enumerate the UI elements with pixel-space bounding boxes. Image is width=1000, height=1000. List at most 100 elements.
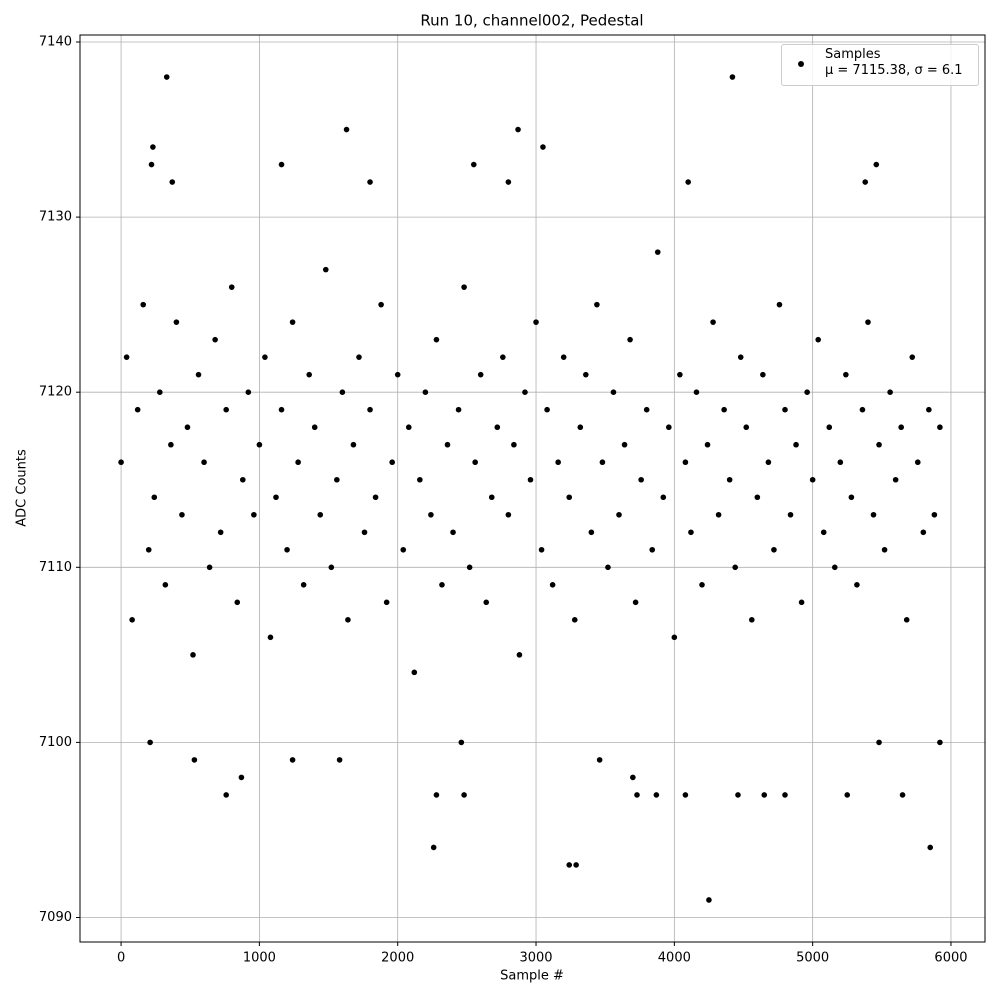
- data-point: [322, 266, 329, 273]
- data-point: [743, 424, 750, 431]
- data-point: [378, 301, 384, 308]
- data-point: [571, 617, 578, 623]
- data-point: [677, 371, 683, 378]
- legend: Samples μ = 7115.38, σ = 6.1: [781, 44, 979, 86]
- data-point: [311, 424, 318, 431]
- data-point: [729, 74, 736, 80]
- data-point: [461, 284, 467, 290]
- data-point: [430, 844, 437, 851]
- data-point: [455, 406, 462, 413]
- data-point: [638, 476, 644, 483]
- data-point: [234, 599, 241, 606]
- data-point: [937, 424, 943, 431]
- data-point: [666, 424, 672, 431]
- data-point: [350, 441, 357, 448]
- data-point: [566, 494, 573, 501]
- data-point: [735, 792, 741, 798]
- data-point: [444, 441, 451, 448]
- data-point: [761, 792, 768, 798]
- legend-label: Samples μ = 7115.38, σ = 6.1: [825, 47, 963, 78]
- data-point: [422, 389, 429, 395]
- data-point: [831, 564, 838, 571]
- data-point: [439, 582, 445, 588]
- data-point: [470, 161, 477, 168]
- data-point: [588, 529, 595, 536]
- data-point: [653, 792, 660, 798]
- data-point: [599, 459, 606, 466]
- data-point: [540, 144, 546, 150]
- data-point: [191, 757, 198, 763]
- data-point: [151, 494, 158, 501]
- data-point: [334, 476, 340, 483]
- data-point: [118, 459, 124, 466]
- data-point: [300, 582, 307, 588]
- data-point: [782, 792, 788, 798]
- data-point: [405, 424, 412, 431]
- x-axis-label: Sample #: [500, 969, 564, 984]
- data-point: [516, 652, 523, 658]
- data-point: [140, 301, 147, 308]
- data-point: [688, 529, 694, 536]
- data-point: [367, 406, 373, 413]
- data-point: [544, 406, 550, 413]
- data-point: [163, 74, 170, 80]
- data-point: [466, 564, 473, 571]
- x-tick-label: 0: [117, 951, 125, 966]
- data-point: [372, 494, 379, 501]
- data-point: [643, 406, 650, 413]
- data-point: [859, 406, 866, 413]
- data-point: [926, 406, 932, 413]
- data-point: [383, 599, 390, 606]
- data-point: [632, 599, 639, 606]
- data-point: [710, 319, 716, 325]
- data-point: [538, 546, 545, 553]
- data-point: [760, 371, 766, 378]
- data-point: [129, 617, 135, 623]
- data-point: [737, 354, 744, 360]
- data-point: [488, 494, 495, 501]
- data-point: [704, 441, 711, 448]
- data-point: [389, 459, 395, 466]
- y-tick-label: 7110: [39, 560, 72, 575]
- data-point: [400, 546, 407, 553]
- data-point: [295, 459, 301, 466]
- data-point: [765, 459, 772, 466]
- data-point: [881, 546, 888, 553]
- data-point: [732, 564, 739, 571]
- data-point: [809, 476, 816, 483]
- data-point: [343, 126, 350, 133]
- data-point: [798, 599, 805, 606]
- data-point: [560, 354, 567, 360]
- data-point: [212, 336, 218, 343]
- data-point: [284, 546, 290, 553]
- data-point: [195, 371, 202, 378]
- data-point: [596, 757, 603, 763]
- x-tick-label: 2000: [381, 951, 414, 966]
- data-point: [134, 406, 141, 413]
- data-point: [515, 126, 521, 133]
- data-point: [555, 459, 561, 466]
- data-point: [748, 617, 755, 623]
- x-tick-label: 5000: [796, 951, 829, 966]
- data-point: [843, 371, 849, 378]
- data-point: [428, 511, 434, 518]
- data-point: [206, 564, 213, 571]
- data-point: [169, 179, 176, 185]
- data-point: [887, 389, 893, 395]
- data-point: [909, 354, 916, 360]
- y-tick-label: 7100: [39, 735, 72, 750]
- y-tick-label: 7140: [39, 35, 72, 50]
- data-point: [899, 792, 906, 798]
- data-point: [148, 161, 155, 168]
- plot-frame: [79, 34, 986, 943]
- data-point: [173, 319, 180, 325]
- data-point: [610, 389, 617, 395]
- data-point: [472, 459, 478, 466]
- data-point: [844, 792, 851, 798]
- data-point: [671, 634, 678, 641]
- data-point: [238, 774, 245, 781]
- data-point: [168, 441, 174, 448]
- data-point: [771, 546, 777, 553]
- data-point: [494, 424, 501, 431]
